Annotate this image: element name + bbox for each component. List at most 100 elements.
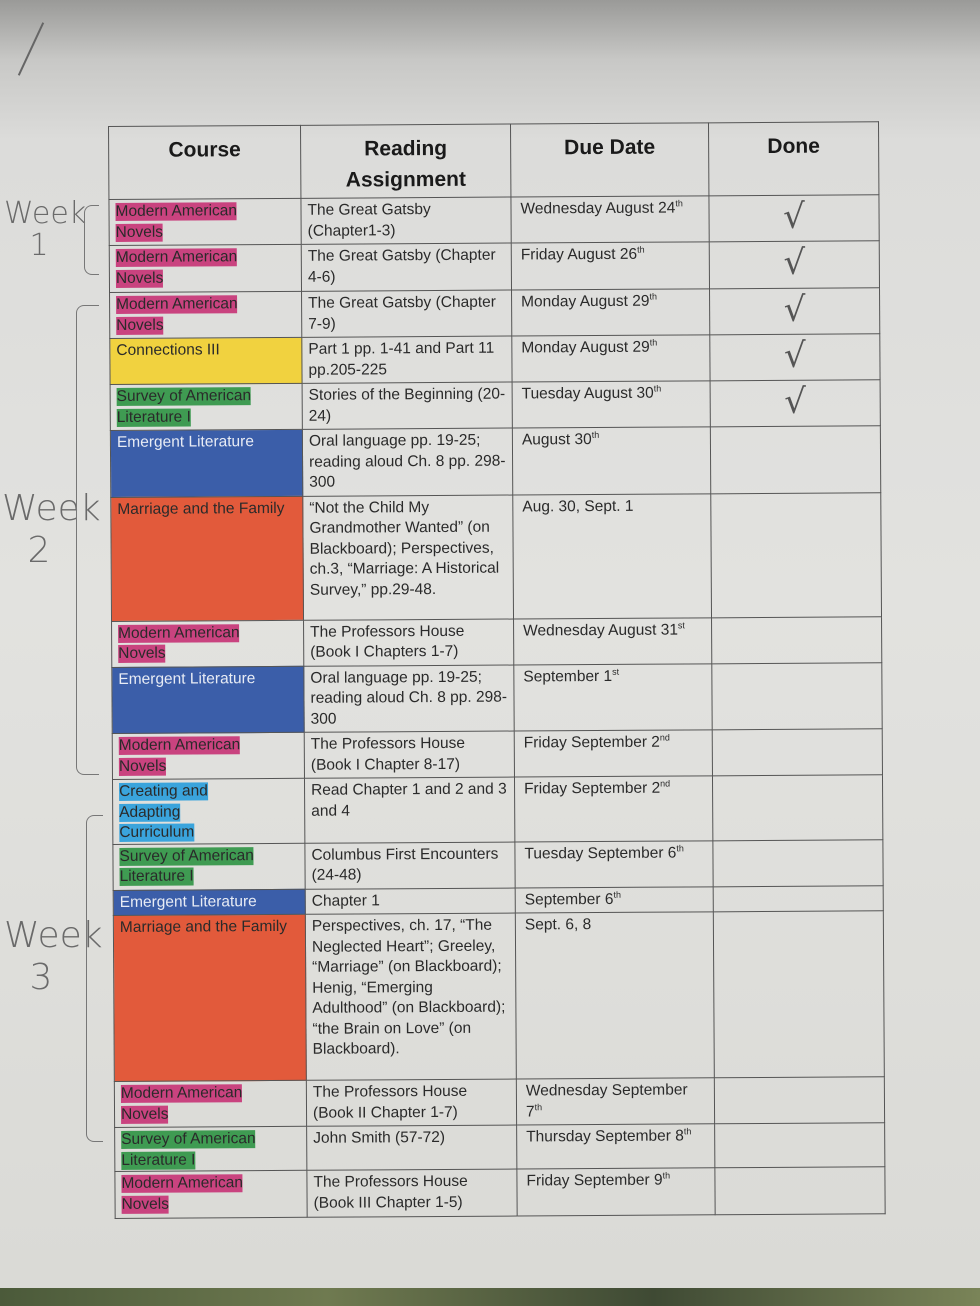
due-date-text: August 30: [521, 431, 592, 449]
course-cell: Emergent Literature: [111, 665, 305, 734]
due-date-text: Friday September 9: [526, 1171, 663, 1190]
table-row: Emergent Literature Oral language pp. 19-…: [111, 662, 883, 734]
reading-assignment-cell: The Professors House (Book I Chapters 1-…: [303, 618, 514, 666]
reading-assignment-cell: The Great Gatsby (Chapter 7-9): [301, 290, 512, 338]
date-ordinal-suffix: th: [649, 337, 658, 348]
course-cell: Marriage and the Family: [113, 914, 307, 1082]
due-date-text: Aug. 30, Sept. 1: [522, 497, 634, 515]
due-date-text: Wednesday September 7: [525, 1081, 688, 1120]
due-date-text: Friday September 2: [524, 779, 661, 798]
done-cell: [712, 839, 884, 887]
course-cell: Emergent Literature: [110, 429, 303, 497]
due-date-text: Tuesday August 30: [521, 384, 654, 403]
course-cell: Connections III: [109, 337, 303, 385]
table-row: Marriage and the Family Perspectives, ch.…: [113, 910, 885, 1082]
due-date-cell: Aug. 30, Sept. 1: [512, 493, 712, 619]
checkmark-icon: √: [783, 289, 806, 330]
course-name: Survey of American Literature I: [121, 1130, 256, 1170]
due-date-cell: Wednesday August 24th: [510, 195, 710, 244]
course-cell: Marriage and the Family: [110, 495, 304, 621]
course-cell: Creating and Adapting Curriculum: [112, 778, 305, 844]
done-cell: [713, 885, 884, 912]
due-date-cell: Monday August 29th: [511, 334, 711, 383]
course-cell: Modern American Novels: [109, 291, 302, 339]
done-cell: [714, 1166, 886, 1215]
header-row: Course Reading Assignment Due Date Done: [108, 121, 879, 200]
due-date-text: Tuesday September 6: [524, 844, 677, 862]
checkmark-icon: √: [784, 381, 807, 422]
table-row: Modern American Novels The Great Gatsby (…: [108, 194, 880, 246]
course-name: Modern American Novels: [115, 202, 238, 242]
done-cell: √: [708, 194, 880, 242]
table-row: Modern American Novels The Professors Hou…: [111, 616, 882, 667]
reading-assignment-cell: Oral language pp. 19-25; reading aloud C…: [302, 428, 513, 496]
done-cell: √: [709, 287, 880, 335]
header-done: Done: [708, 121, 879, 196]
done-cell: [711, 616, 882, 664]
table-row: Modern American Novels The Professors Hou…: [114, 1076, 885, 1128]
reading-assignment-cell: The Professors House (Book II Chapter 1-…: [306, 1079, 517, 1127]
date-ordinal-suffix: th: [649, 291, 658, 302]
done-cell: √: [709, 240, 880, 289]
reading-assignment-cell: The Professors House (Book I Chapter 8-1…: [304, 731, 515, 779]
table-row: Modern American Novels The Great Gatsby (…: [109, 287, 880, 339]
course-name: Survey of American Literature I: [119, 846, 254, 886]
due-date-cell: Friday August 26th: [511, 241, 710, 291]
due-date-text: Sept. 6, 8: [524, 916, 592, 934]
due-date-cell: Friday September 2nd: [514, 729, 713, 778]
due-date-cell: Tuesday August 30th: [512, 380, 711, 429]
handwritten-week-2: Week 2: [2, 488, 101, 571]
due-date-text: Wednesday August 31: [523, 621, 678, 639]
due-date-text: Monday August 29: [521, 292, 650, 311]
header-due-date: Due Date: [510, 122, 709, 198]
reading-assignment-cell: Part 1 pp. 1-41 and Part 11 pp.205-225: [301, 336, 513, 384]
due-date-text: Thursday September 8: [526, 1127, 684, 1146]
done-cell: [712, 774, 883, 841]
course-name: Modern American Novels: [115, 248, 238, 288]
course-cell: Modern American Novels: [111, 619, 304, 667]
reading-assignment-cell: Columbus First Encounters (24-48): [304, 841, 516, 889]
reading-assignment-cell: Read Chapter 1 and 2 and 3 and 4: [304, 777, 515, 843]
course-name: Emergent Literature: [119, 892, 257, 911]
course-cell: Modern American Novels: [114, 1170, 308, 1219]
due-date-cell: Friday September 9th: [516, 1167, 716, 1217]
date-ordinal-suffix: st: [612, 666, 620, 677]
course-cell: Modern American Novels: [114, 1080, 307, 1128]
date-ordinal-suffix: th: [613, 889, 621, 900]
done-cell: [710, 492, 882, 618]
table-row: Survey of American Literature I Stories o…: [110, 379, 881, 431]
due-date-text: Monday August 29: [521, 338, 650, 357]
due-date-cell: Wednesday September 7th: [516, 1077, 715, 1126]
header-reading-assignment: Reading Assignment: [300, 124, 511, 199]
due-date-cell: August 30th: [512, 426, 711, 495]
done-cell: [714, 1122, 885, 1168]
course-name: Connections III: [116, 341, 220, 359]
reading-assignment-cell: Stories of the Beginning (20-24): [302, 382, 513, 430]
course-name: Modern American Novels: [118, 623, 240, 663]
due-date-text: Friday September 2: [523, 733, 660, 752]
date-ordinal-suffix: th: [637, 244, 645, 255]
course-name: Creating and Adapting Curriculum: [119, 782, 208, 842]
week-2-bracket: [76, 305, 99, 775]
week-3-bracket: [86, 815, 103, 1142]
table-row: Modern American Novels The Professors Hou…: [114, 1166, 886, 1219]
table-row: Emergent Literature Oral language pp. 19-…: [110, 425, 881, 497]
course-name: Marriage and the Family: [119, 917, 288, 936]
reading-assignment-cell: Perspectives, ch. 17, “The Neglected Hea…: [305, 913, 517, 1081]
background-surface: [0, 1288, 980, 1306]
checkmark-icon: √: [783, 335, 806, 376]
due-date-cell: September 1st: [513, 663, 713, 732]
done-cell: √: [709, 333, 881, 381]
reading-assignment-cell: Oral language pp. 19-25; reading aloud C…: [303, 664, 515, 733]
reading-assignment-cell: The Great Gatsby (Chapter 4-6): [301, 243, 512, 292]
date-ordinal-suffix: th: [683, 1126, 692, 1137]
course-name: Survey of American Literature I: [116, 387, 252, 427]
done-cell: [714, 1076, 885, 1124]
reading-schedule-table: Course Reading Assignment Due Date Done …: [108, 121, 886, 1219]
due-date-cell: Sept. 6, 8: [515, 911, 715, 1080]
header-course: Course: [108, 125, 301, 200]
due-date-cell: Tuesday September 6th: [514, 840, 714, 888]
course-cell: Modern American Novels: [112, 732, 305, 780]
date-ordinal-suffix: th: [653, 383, 662, 394]
done-cell: √: [710, 379, 881, 427]
